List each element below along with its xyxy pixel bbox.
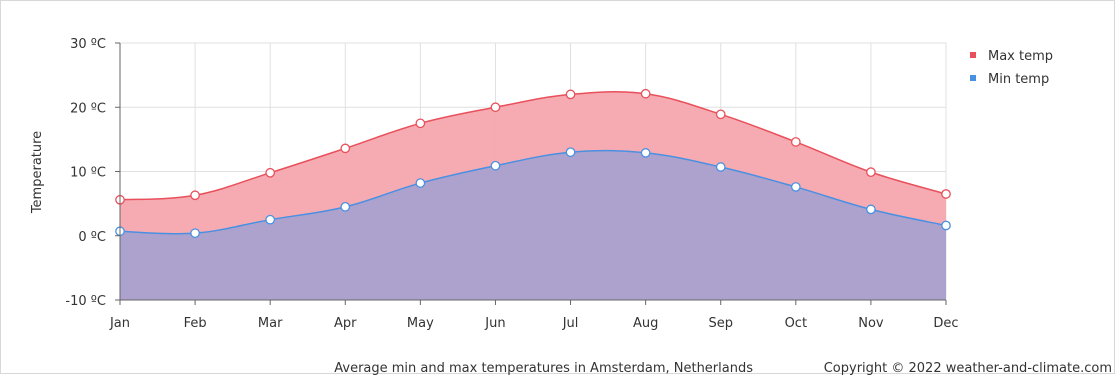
point-min-jul [565, 147, 576, 158]
y-tick-label: 20 ºC [70, 101, 106, 116]
footer-caption: Average min and max temperatures in Amst… [334, 361, 753, 376]
area-min [120, 150, 946, 300]
legend-item-max[interactable]: Max temp [970, 49, 1053, 64]
point-min-oct [790, 182, 801, 192]
x-tick-label: Mar [258, 316, 283, 331]
point-max-nov [866, 167, 876, 177]
legend-swatch-min [970, 75, 976, 81]
x-tick-label: Jan [109, 316, 130, 331]
point-max-apr [340, 143, 351, 154]
point-min-sep [715, 162, 726, 172]
x-tick-label: Nov [858, 316, 884, 331]
point-max-aug [640, 88, 651, 99]
y-axis-title: Temperature [30, 131, 45, 214]
x-tick-label: May [407, 316, 434, 331]
point-max-feb [190, 190, 200, 201]
x-tick-label: Jun [484, 316, 505, 331]
point-min-may [415, 178, 426, 188]
x-tick-label: Aug [633, 316, 658, 331]
y-tick-label: 10 ºC [70, 166, 106, 181]
series-lines [119, 91, 947, 235]
point-max-jul [565, 89, 576, 100]
x-tick-label: Jul [562, 316, 579, 331]
x-tick-label: Dec [933, 316, 958, 331]
y-tick-label: -10 ºC [65, 294, 106, 309]
legend[interactable]: Max temp Min temp [970, 49, 1053, 87]
legend-swatch-max [970, 52, 976, 58]
point-min-mar [265, 214, 276, 225]
x-tick-label: Sep [708, 316, 733, 331]
point-max-sep [715, 109, 726, 120]
y-tick-label: 0 ºC [78, 230, 106, 245]
point-max-dec [941, 189, 951, 199]
legend-label-max: Max temp [988, 49, 1053, 64]
point-max-may [415, 118, 426, 129]
series-areas [120, 91, 946, 300]
point-min-feb [190, 228, 200, 239]
y-tick-label: 30 ºC [70, 37, 106, 52]
point-min-aug [640, 148, 651, 158]
point-min-nov [866, 204, 876, 215]
line-min [119, 149, 947, 235]
legend-item-min[interactable]: Min temp [970, 72, 1049, 87]
legend-label-min: Min temp [988, 72, 1049, 87]
x-tick-label: Feb [184, 316, 207, 331]
x-tick-label: Oct [785, 316, 807, 331]
x-tick-label: Apr [334, 316, 357, 331]
footer-copyright: Copyright © 2022 weather-and-climate.com [824, 361, 1112, 376]
point-min-jun [490, 160, 501, 171]
line-max [119, 91, 947, 201]
point-min-apr [340, 201, 351, 212]
point-max-jun [490, 102, 501, 113]
point-max-oct [790, 137, 801, 147]
point-max-mar [265, 167, 276, 178]
point-min-dec [941, 220, 951, 231]
